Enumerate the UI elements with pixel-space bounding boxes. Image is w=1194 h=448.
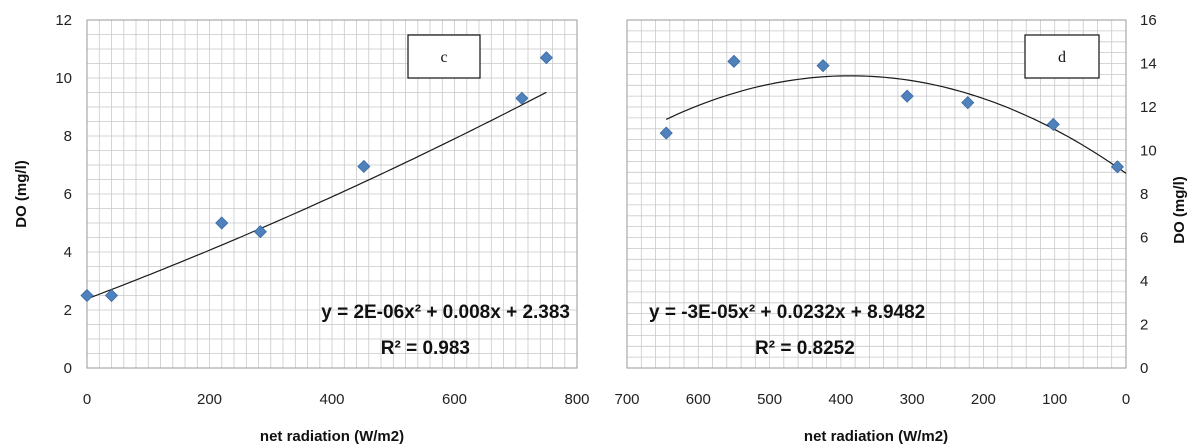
panel-d-plot-border bbox=[626, 19, 1127, 369]
data-point-marker bbox=[816, 59, 830, 73]
x-tick-label: 400 bbox=[828, 391, 853, 408]
panel-d-y-axis-title: DO (mg/l) bbox=[1171, 176, 1188, 244]
data-point-marker bbox=[539, 51, 553, 65]
y-tick-label: 2 bbox=[1140, 317, 1148, 334]
panel-c: 0 2 4 6 8 10 12 0 200 400 600 800 c y = 2E-06x² + … bbox=[13, 12, 590, 445]
data-point-marker bbox=[1110, 160, 1125, 174]
panel-c-equation: y = 2E-06x² + 0.008x + 2.383 bbox=[321, 302, 570, 323]
data-point-marker bbox=[1046, 117, 1060, 131]
x-tick-label: 700 bbox=[614, 391, 639, 408]
panel-d-points bbox=[659, 54, 1125, 174]
panel-d-label-box bbox=[1024, 34, 1100, 79]
panel-d-y-ticks: 0 2 4 6 8 10 12 14 16 bbox=[1140, 12, 1157, 377]
panel-c-label-box bbox=[407, 34, 481, 79]
y-tick-label: 0 bbox=[64, 360, 72, 377]
panel-c-x-axis-title: net radiation (W/m2) bbox=[260, 428, 404, 445]
data-point-marker bbox=[253, 225, 267, 239]
panel-d-r-squared: R² = 0.8252 bbox=[755, 338, 855, 359]
panel-c-gridlines bbox=[86, 19, 578, 369]
x-tick-label: 100 bbox=[1042, 391, 1067, 408]
data-point-marker bbox=[357, 159, 371, 174]
data-point-marker bbox=[900, 89, 914, 103]
y-tick-label: 6 bbox=[64, 186, 72, 203]
y-tick-label: 14 bbox=[1140, 56, 1157, 73]
x-tick-label: 0 bbox=[83, 391, 91, 408]
data-point-marker bbox=[727, 54, 741, 68]
panel-d-label: d bbox=[1058, 49, 1066, 66]
data-point-marker bbox=[961, 96, 975, 110]
panel-d-x-axis-title: net radiation (W/m2) bbox=[804, 428, 948, 445]
panel-c-trendline bbox=[86, 91, 547, 300]
data-point-marker bbox=[104, 288, 119, 303]
y-tick-label: 8 bbox=[1140, 186, 1148, 203]
panel-c-x-ticks: 0 200 400 600 800 bbox=[83, 391, 590, 408]
panel-c-y-axis-title: DO (mg/l) bbox=[13, 160, 30, 228]
y-tick-label: 10 bbox=[1140, 143, 1157, 160]
y-tick-label: 4 bbox=[1140, 273, 1148, 290]
panel-c-points bbox=[80, 51, 553, 303]
y-tick-label: 16 bbox=[1140, 12, 1157, 29]
x-tick-label: 600 bbox=[686, 391, 711, 408]
x-tick-label: 300 bbox=[900, 391, 925, 408]
data-point-marker bbox=[515, 91, 529, 105]
data-point-marker bbox=[215, 216, 229, 230]
y-tick-label: 4 bbox=[64, 244, 72, 261]
panel-c-y-ticks: 0 2 4 6 8 10 12 bbox=[55, 12, 72, 377]
panel-c-label: c bbox=[440, 49, 447, 66]
panel-d: 0 2 4 6 8 10 12 14 16 700 600 500 400 300 200 100 0 d y… bbox=[614, 12, 1188, 445]
x-tick-label: 800 bbox=[564, 391, 589, 408]
x-tick-label: 0 bbox=[1122, 391, 1130, 408]
x-tick-label: 600 bbox=[442, 391, 467, 408]
y-tick-label: 0 bbox=[1140, 360, 1148, 377]
y-tick-label: 6 bbox=[1140, 230, 1148, 247]
panel-d-x-ticks: 700 600 500 400 300 200 100 0 bbox=[614, 391, 1130, 408]
y-tick-label: 12 bbox=[1140, 99, 1157, 116]
x-tick-label: 500 bbox=[757, 391, 782, 408]
x-tick-label: 200 bbox=[197, 391, 222, 408]
panel-d-equation: y = -3E-05x² + 0.0232x + 8.9482 bbox=[649, 302, 925, 323]
x-tick-label: 200 bbox=[971, 391, 996, 408]
panel-c-plot-border bbox=[86, 19, 578, 369]
x-tick-label: 400 bbox=[319, 391, 344, 408]
data-point-marker bbox=[659, 126, 673, 140]
panel-c-r-squared: R² = 0.983 bbox=[381, 338, 470, 359]
y-tick-label: 12 bbox=[55, 12, 72, 29]
y-tick-label: 2 bbox=[64, 302, 72, 319]
y-tick-label: 10 bbox=[55, 70, 72, 87]
data-point-marker bbox=[80, 288, 94, 303]
y-tick-label: 8 bbox=[64, 128, 72, 145]
